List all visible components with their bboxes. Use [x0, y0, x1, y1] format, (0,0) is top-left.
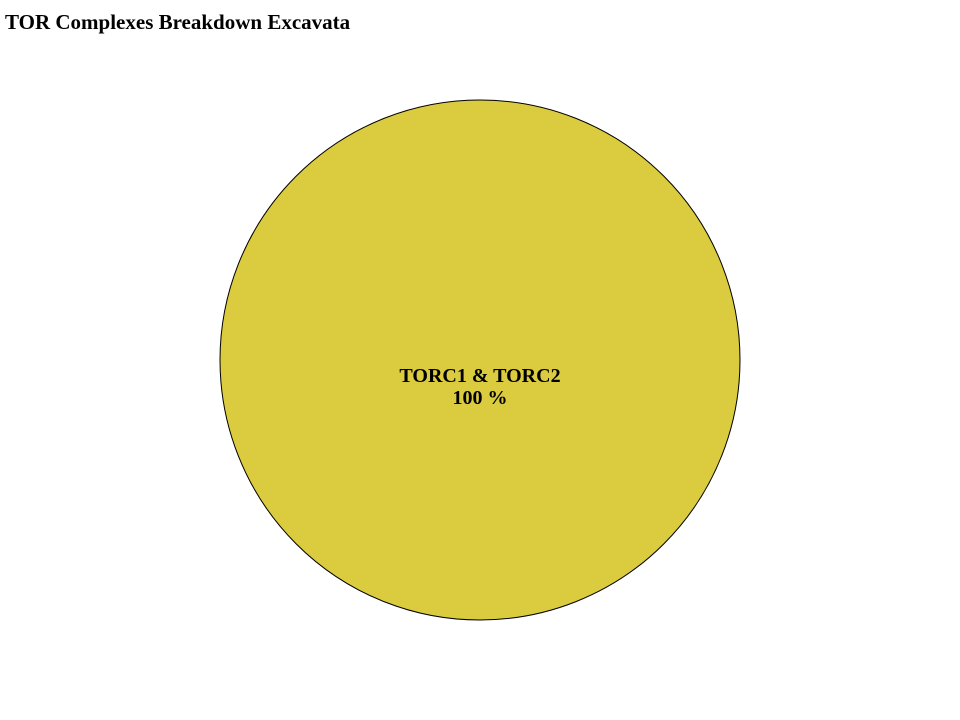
chart-title: TOR Complexes Breakdown Excavata: [5, 10, 351, 34]
pie-slice-label-0: TORC1 & TORC2: [399, 365, 560, 387]
pie-slice-0: [219, 99, 741, 621]
pie-slices: [219, 99, 741, 621]
pie-slice-value-0: 100 %: [453, 387, 508, 409]
